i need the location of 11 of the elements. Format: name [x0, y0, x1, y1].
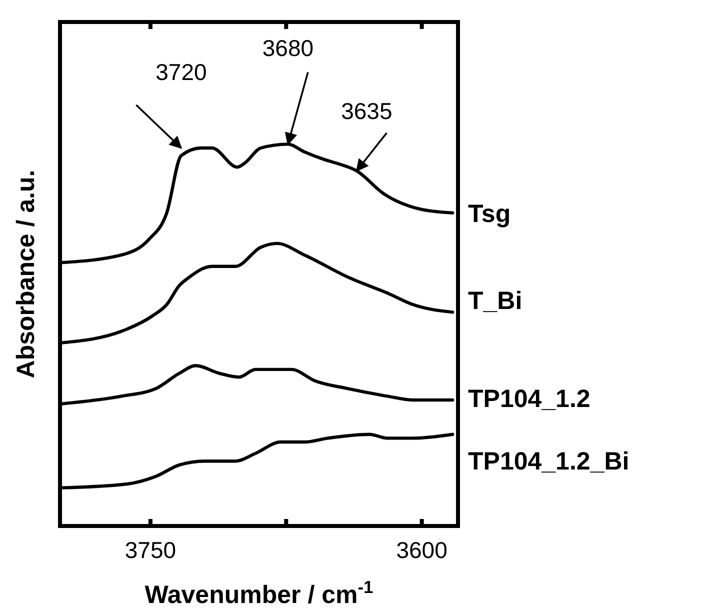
x-tick-label: 3600: [396, 537, 448, 563]
series-label: T_Bi: [468, 287, 522, 316]
series-label: TP104_1.2: [468, 385, 590, 413]
series-label: Tsg: [468, 200, 511, 228]
x-tick-label: 3750: [124, 537, 176, 563]
y-axis-title: Absorbance / a.u.: [12, 170, 40, 378]
annotation: 3720: [156, 59, 207, 85]
series-label: TP104_1.2_Bi: [468, 447, 630, 476]
annotation: 3635: [341, 98, 392, 124]
annotation: 3680: [262, 35, 314, 62]
x-axis-title: Wavenumber / cm$^{-1}$: [144, 577, 374, 609]
